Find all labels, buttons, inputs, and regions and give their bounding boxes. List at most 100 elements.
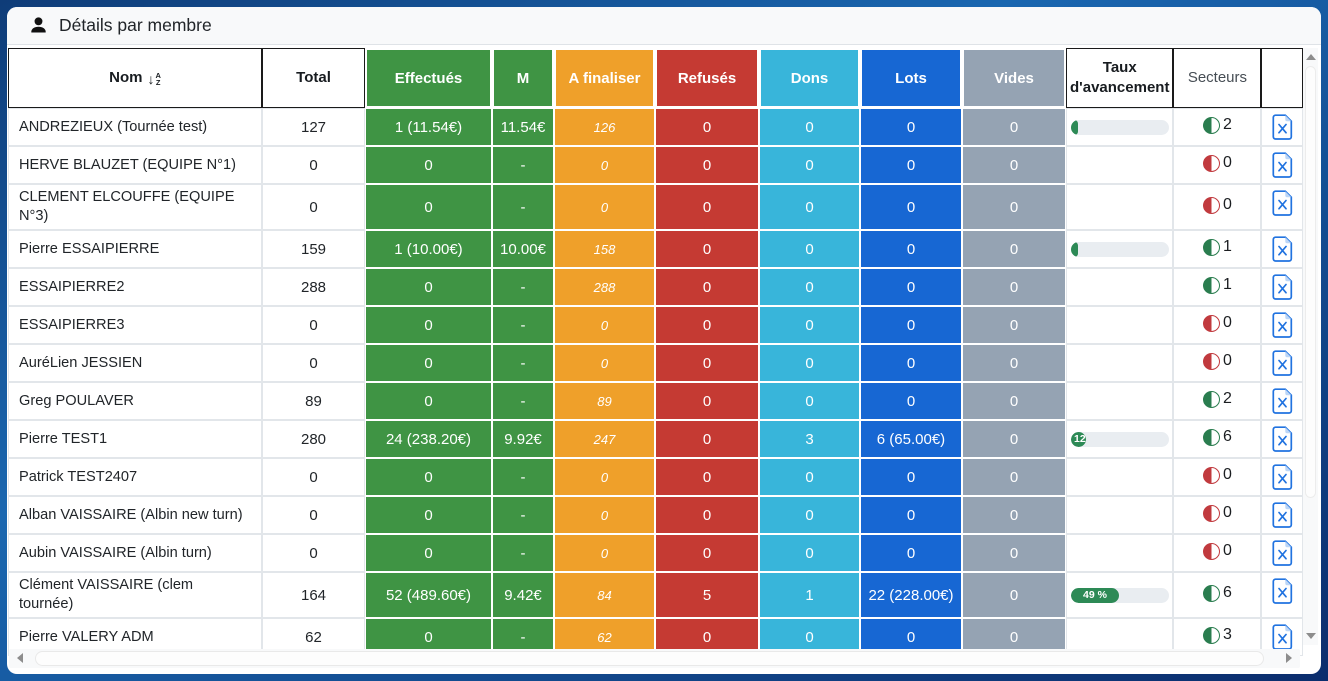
cell-secteurs: 2 <box>1173 382 1262 420</box>
file-excel-icon <box>1272 152 1293 178</box>
cell-export <box>1261 458 1304 496</box>
cell-effectues: 0 <box>365 268 492 306</box>
table-row: Greg POULAVER 89 0-89 0 0 0 0 2 <box>8 382 1304 420</box>
col-header-label: Nom <box>109 68 143 86</box>
secteurs-count: 0 <box>1222 504 1232 522</box>
col-header-label: Vides <box>994 69 1034 87</box>
cell-dons: 0 <box>759 344 860 382</box>
cell-vides: 0 <box>962 572 1066 618</box>
file-excel-icon <box>1272 312 1293 338</box>
progress-bar <box>1071 119 1169 135</box>
scroll-up-arrow-icon[interactable] <box>1306 54 1316 60</box>
cell-lots: 0 <box>860 230 962 268</box>
cell-taux: 49 % <box>1066 572 1174 618</box>
cell-dons: 0 <box>759 534 860 572</box>
secteurs-count: 6 <box>1222 584 1232 602</box>
cell-nom: Alban VAISSAIRE (Albin new turn) <box>8 496 262 534</box>
col-header-secteurs: Secteurs <box>1173 48 1262 108</box>
table-row: CLEMENT ELCOUFFE (EQUIPE N°3) 0 0-0 0 0 0 0 0 <box>8 184 1304 230</box>
export-excel-button[interactable] <box>1272 190 1293 216</box>
table-row: ESSAIPIERRE3 0 0-0 0 0 0 0 0 <box>8 306 1304 344</box>
export-excel-button[interactable] <box>1272 464 1293 490</box>
export-excel-button[interactable] <box>1272 236 1293 262</box>
cell-secteurs: 0 <box>1173 534 1262 572</box>
cell-total: 127 <box>262 108 365 146</box>
cell-m: - <box>492 534 554 572</box>
cell-total: 288 <box>262 268 365 306</box>
export-excel-button[interactable] <box>1272 350 1293 376</box>
cell-total: 164 <box>262 572 365 618</box>
table-row: ANDREZIEUX (Tournée test) 127 1 (11.54€) 11… <box>8 108 1304 146</box>
cell-a_finaliser: 158 <box>554 230 655 268</box>
cell-total: 159 <box>262 230 365 268</box>
sort-alpha-down-icon[interactable]: ↓ A Z <box>147 70 161 87</box>
export-excel-button[interactable] <box>1272 274 1293 300</box>
cell-vides: 0 <box>962 108 1066 146</box>
export-excel-button[interactable] <box>1272 152 1293 178</box>
vertical-scrollbar-thumb[interactable] <box>1305 66 1316 498</box>
file-excel-icon <box>1272 114 1293 140</box>
cell-dons: 3 <box>759 420 860 458</box>
col-header-label: Refusés <box>677 69 737 87</box>
export-excel-button[interactable] <box>1272 114 1293 140</box>
cell-taux <box>1066 268 1174 306</box>
export-excel-button[interactable] <box>1272 312 1293 338</box>
cell-taux <box>1066 534 1174 572</box>
file-excel-icon <box>1272 624 1293 650</box>
col-header-export <box>1261 48 1304 108</box>
cell-lots: 0 <box>860 146 962 184</box>
export-excel-button[interactable] <box>1272 540 1293 566</box>
cell-nom: ESSAIPIERRE2 <box>8 268 262 306</box>
col-header-a_finaliser: A finaliser <box>554 48 655 108</box>
vertical-scrollbar[interactable] <box>1303 48 1318 645</box>
col-header-vides: Vides <box>962 48 1066 108</box>
col-header-nom[interactable]: Nom ↓ A Z <box>8 48 262 108</box>
details-card: Détails par membre Nom ↓ A Z Total Effectués M… <box>7 7 1321 674</box>
cell-vides: 0 <box>962 496 1066 534</box>
cell-lots: 0 <box>860 184 962 230</box>
cell-dons: 1 <box>759 572 860 618</box>
cell-effectues: 1 (10.00€) <box>365 230 492 268</box>
cell-taux <box>1066 108 1174 146</box>
cell-vides: 0 <box>962 382 1066 420</box>
secteurs-count: 6 <box>1222 428 1232 446</box>
export-excel-button[interactable] <box>1272 624 1293 650</box>
cell-m: - <box>492 344 554 382</box>
cell-taux <box>1066 496 1174 534</box>
cell-taux <box>1066 382 1174 420</box>
cell-nom: Patrick TEST2407 <box>8 458 262 496</box>
export-excel-button[interactable] <box>1272 502 1293 528</box>
cell-a_finaliser: 89 <box>554 382 655 420</box>
secteurs-count: 0 <box>1222 196 1232 214</box>
export-excel-button[interactable] <box>1272 426 1293 452</box>
cell-export <box>1261 496 1304 534</box>
horizontal-scrollbar-thumb[interactable] <box>35 651 1264 666</box>
file-excel-icon <box>1272 464 1293 490</box>
cell-secteurs: 0 <box>1173 184 1262 230</box>
table-row: Clément VAISSAIRE (clem tournée) 164 52 (4… <box>8 572 1304 618</box>
cell-m: - <box>492 268 554 306</box>
half-circle-icon <box>1202 584 1220 602</box>
person-icon <box>28 15 49 36</box>
cell-secteurs: 6 <box>1173 420 1262 458</box>
horizontal-scrollbar[interactable] <box>9 649 1300 668</box>
cell-vides: 0 <box>962 344 1066 382</box>
scroll-down-arrow-icon[interactable] <box>1306 633 1316 639</box>
cell-lots: 0 <box>860 306 962 344</box>
export-excel-button[interactable] <box>1272 388 1293 414</box>
scroll-right-arrow-icon[interactable] <box>1286 653 1292 663</box>
cell-export <box>1261 268 1304 306</box>
cell-secteurs: 1 <box>1173 268 1262 306</box>
cell-a_finaliser: 0 <box>554 458 655 496</box>
members-table: Nom ↓ A Z Total Effectués M A finaliser Refusés D… <box>8 48 1304 656</box>
col-header-label: Effectués <box>394 69 463 87</box>
scroll-left-arrow-icon[interactable] <box>17 653 23 663</box>
progress-fill: 49 % <box>1071 587 1120 603</box>
cell-taux <box>1066 306 1174 344</box>
cell-dons: 0 <box>759 496 860 534</box>
cell-lots: 6 (65.00€) <box>860 420 962 458</box>
cell-nom: Clément VAISSAIRE (clem tournée) <box>8 572 262 618</box>
export-excel-button[interactable] <box>1272 578 1293 604</box>
cell-total: 0 <box>262 344 365 382</box>
table-row: Alban VAISSAIRE (Albin new turn) 0 0-0 0 0 0 0… <box>8 496 1304 534</box>
